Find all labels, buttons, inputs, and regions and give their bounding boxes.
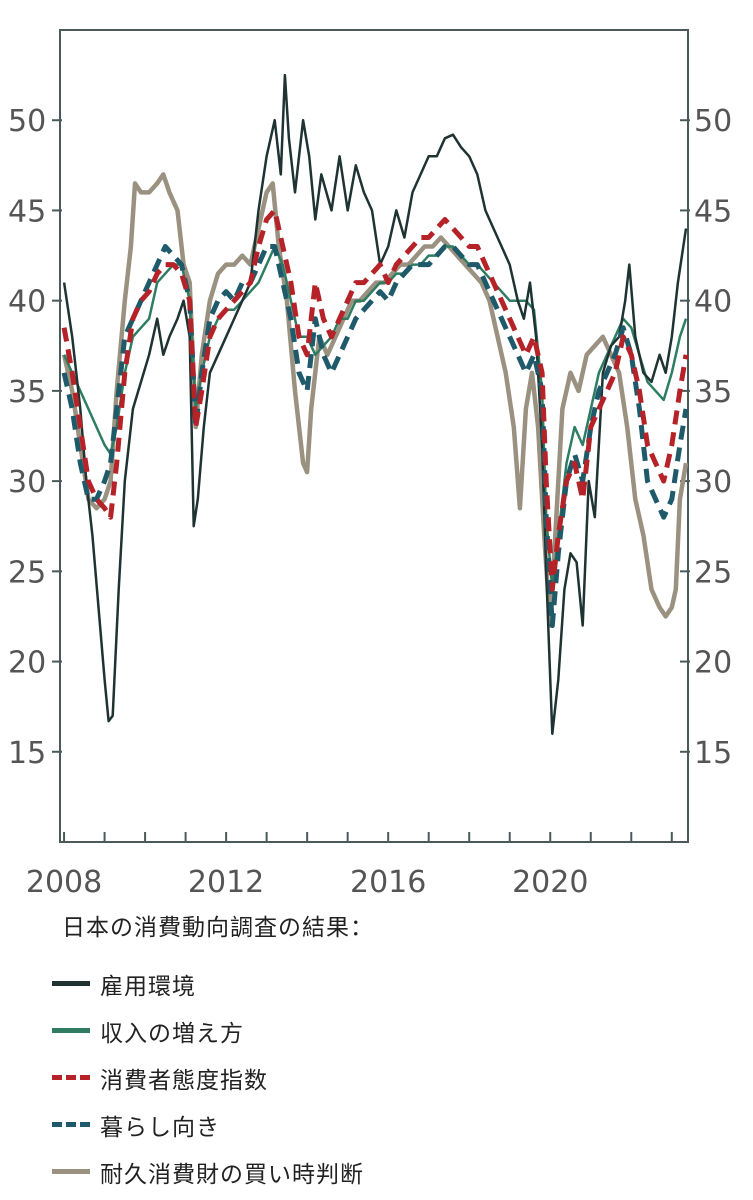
legend-item-0: 雇用環境: [52, 960, 374, 1007]
legend-title: 日本の消費動向調査の結果：: [62, 915, 374, 941]
series-lines: [61, 73, 689, 735]
series-line-3: [61, 244, 689, 628]
y-tick-label-left: 50: [8, 104, 46, 139]
y-tick-label-right: 30: [694, 465, 732, 500]
legend-swatch: [52, 1075, 90, 1080]
y-tick-label-left: 25: [8, 555, 46, 590]
y-tick-label-right: 15: [694, 736, 732, 771]
series-line-2: [61, 207, 689, 592]
legend-swatch: [52, 1169, 90, 1174]
legend-label: 雇用環境: [100, 973, 196, 1000]
legend-label: 収入の増え方: [100, 1020, 244, 1047]
legend-swatch: [52, 1122, 90, 1127]
x-tick-label: 2008: [26, 865, 102, 900]
legend-item-2: 消費者態度指数: [52, 1054, 374, 1101]
y-tick-label-right: 40: [694, 285, 732, 320]
y-tick-label-left: 40: [8, 285, 46, 320]
y-tick-label-right: 45: [694, 194, 732, 229]
series-line-4: [61, 172, 689, 628]
x-tick-label: 2016: [350, 865, 426, 900]
series-line-0: [62, 73, 688, 735]
x-tick-label: 2012: [188, 865, 264, 900]
y-tick-label-left: 35: [8, 375, 46, 410]
y-tick-label-right: 35: [694, 375, 732, 410]
y-tick-label-left: 15: [8, 736, 46, 771]
plot-area: [59, 29, 689, 843]
series-line-1: [62, 245, 688, 591]
y-tick-label-right: 20: [694, 646, 732, 681]
y-axis-right: 15 20 25 30 35 40 45 50: [680, 104, 732, 771]
y-tick-label-left: 20: [8, 646, 46, 681]
legend-item-4: 耐久消費財の買い時判断: [52, 1148, 374, 1195]
legend-swatch: [52, 1028, 90, 1033]
y-axis-left: 15 20 25 30 35 40 45 50: [8, 104, 62, 771]
legend-label: 消費者態度指数: [100, 1067, 268, 1094]
x-axis: 2008 2012 2016 2020: [26, 832, 673, 900]
legend-label: 暮らし向き: [100, 1114, 220, 1141]
y-tick-label-left: 45: [8, 194, 46, 229]
x-tick-label: 2020: [512, 865, 588, 900]
y-tick-label-right: 25: [694, 555, 732, 590]
legend-item-1: 収入の増え方: [52, 1007, 374, 1054]
y-tick-label-left: 30: [8, 465, 46, 500]
legend: 日本の消費動向調査の結果： 雇用環境収入の増え方 消費者態度指数 暮らし向き耐久消費…: [52, 908, 374, 1195]
legend-item-3: 暮らし向き: [52, 1101, 374, 1148]
legend-swatch: [52, 981, 90, 986]
legend-items: 雇用環境収入の増え方 消費者態度指数 暮らし向き耐久消費財の買い時判断: [52, 960, 374, 1195]
y-tick-label-right: 50: [694, 104, 732, 139]
legend-label: 耐久消費財の買い時判断: [100, 1161, 364, 1188]
